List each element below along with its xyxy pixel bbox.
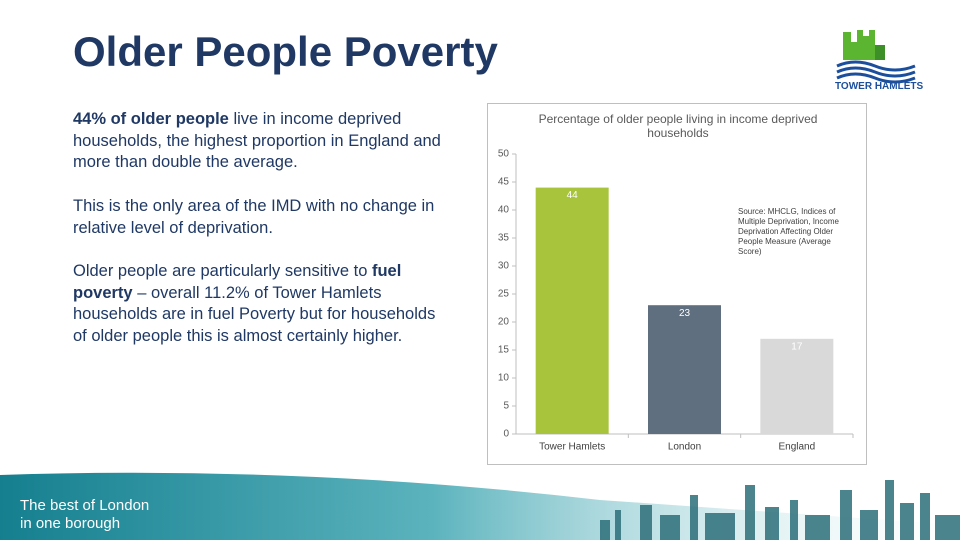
value-label: 23	[679, 308, 691, 319]
footer-band	[0, 472, 960, 540]
y-tick-label: 10	[498, 373, 510, 384]
x-tick-label: London	[668, 442, 701, 453]
x-tick-label: Tower Hamlets	[539, 442, 605, 453]
value-label: 44	[567, 190, 579, 201]
y-tick-label: 0	[503, 429, 509, 440]
logo	[836, 30, 916, 84]
y-tick-label: 25	[498, 289, 510, 300]
y-tick-label: 40	[498, 205, 510, 216]
y-tick-label: 5	[503, 401, 509, 412]
bar	[760, 338, 834, 434]
y-tick-label: 50	[498, 149, 510, 160]
chart: 0 5 10 15 20 25 30 35 40 45 50 Tower Hamlets 44 Londo…	[498, 149, 854, 453]
paragraph: This is the only area of the IMD with no…	[73, 196, 445, 239]
paragraph: Older people are particularly sensitive …	[73, 261, 445, 347]
footer-line: The best of London	[20, 497, 150, 514]
footer-text: The best of London in one borough	[20, 497, 149, 533]
text-run: 44% of older people	[73, 110, 229, 128]
y-tick-label: 30	[498, 261, 510, 272]
x-tick-label: England	[778, 442, 815, 453]
value-label: 17	[791, 341, 803, 352]
text-run: – overall 11.2% of Tower Hamlets househo…	[73, 283, 436, 345]
text-run: This is the only area of the IMD with no…	[73, 197, 435, 237]
source-note: Source: MHCLG, Indices of Multiple Depri…	[738, 207, 839, 256]
chart-box: 0 5 10 15 20 25 30 35 40 45 50 Tower Hamlets 44 Londo…	[487, 103, 867, 465]
bar	[648, 305, 721, 434]
text-run: live in income deprived households, the …	[73, 110, 441, 171]
footer-line: in one borough	[20, 515, 121, 532]
paragraph: 44% of older people live in income depri…	[73, 109, 445, 174]
y-tick-label: 35	[498, 233, 510, 244]
bar	[535, 187, 609, 434]
text-run: fuel poverty	[73, 262, 402, 302]
y-tick-label: 15	[498, 345, 510, 356]
y-tick-label: 45	[498, 177, 510, 188]
logo-text: TOWER HAMLETS	[835, 81, 924, 92]
chart-title: Percentage of older people living in inc…	[538, 112, 818, 140]
slide-title: Older People Poverty	[73, 28, 498, 75]
text-run: Older people are particularly sensitive …	[73, 262, 372, 280]
y-tick-label: 20	[498, 317, 510, 328]
